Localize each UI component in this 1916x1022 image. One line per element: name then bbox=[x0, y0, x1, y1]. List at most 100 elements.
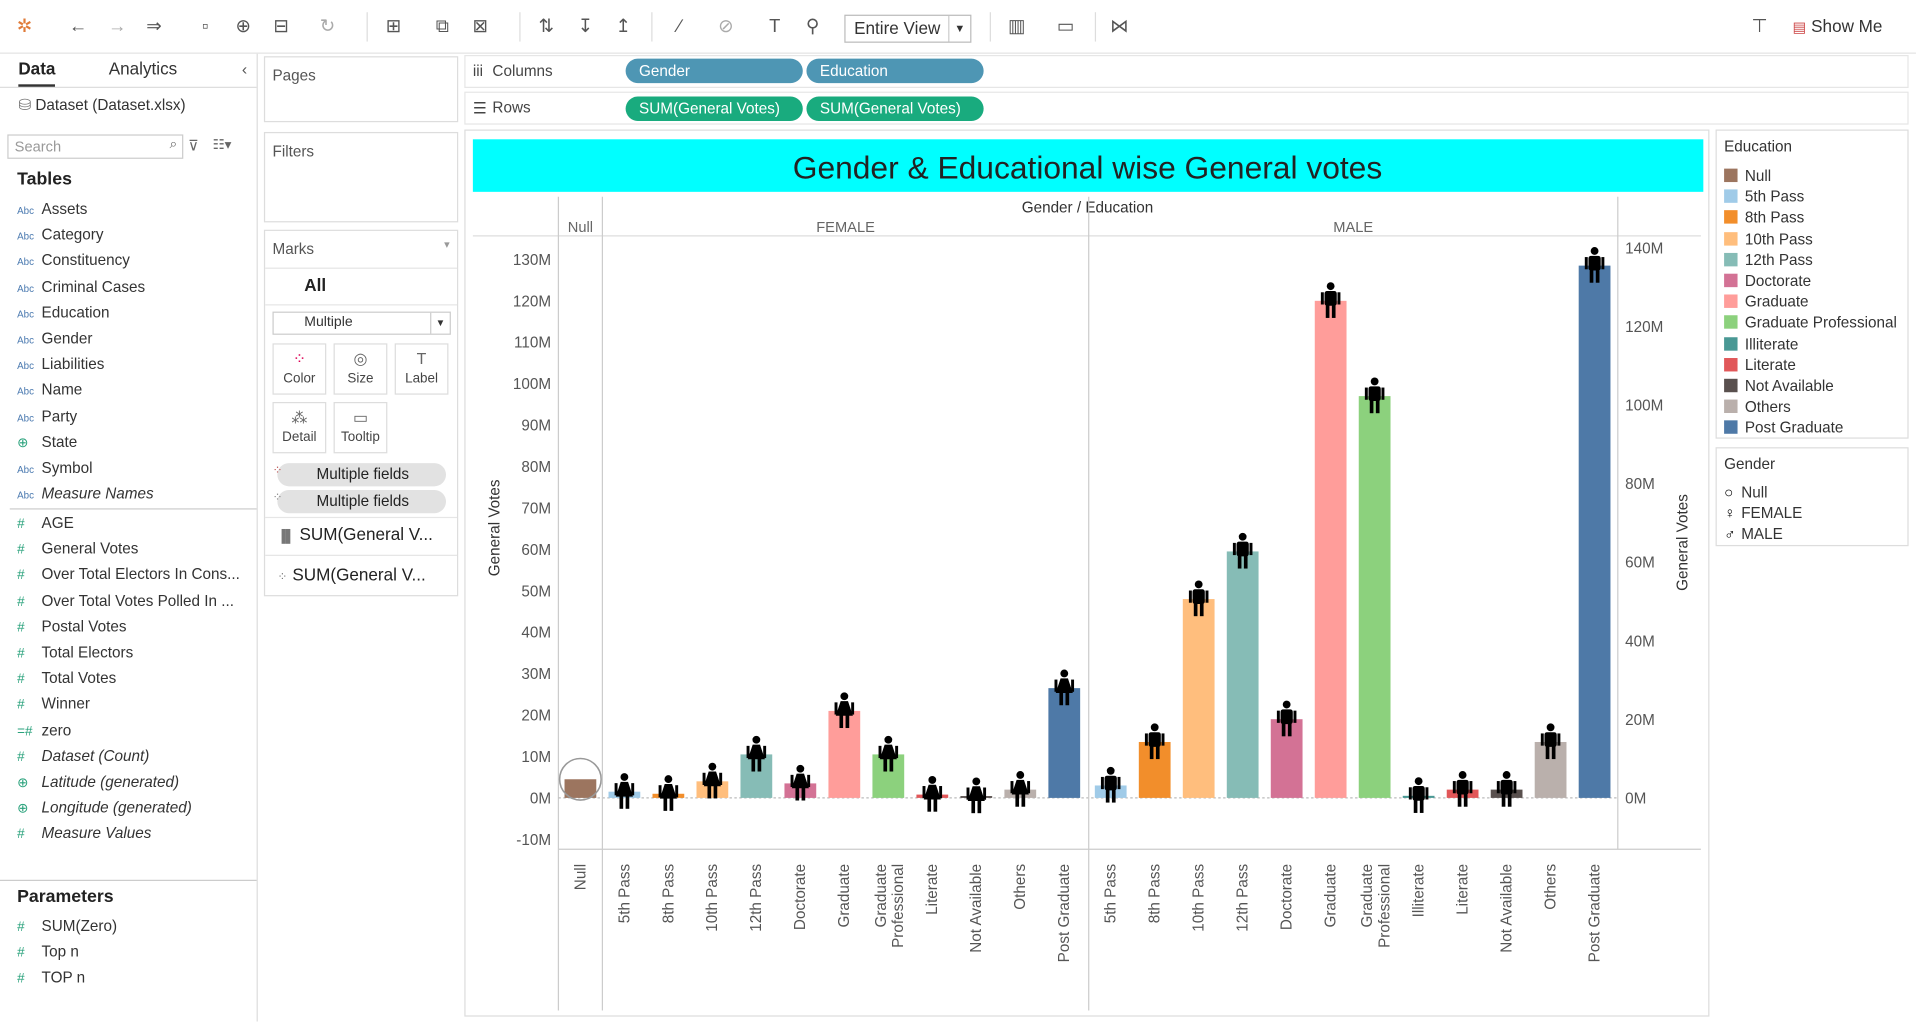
tableau-logo-icon[interactable]: ✲ bbox=[16, 15, 33, 37]
field-state[interactable]: ⊕ State bbox=[17, 430, 77, 454]
legend-item-male[interactable]: ♂ MALE bbox=[1724, 525, 1783, 546]
tab-analytics[interactable]: Analytics bbox=[108, 58, 178, 79]
legend-item-null[interactable]: ○ Null bbox=[1724, 483, 1767, 504]
replay-icon[interactable]: ⇒ bbox=[146, 15, 162, 37]
legend-item-10th-pass[interactable]: 10th Pass bbox=[1724, 229, 1813, 250]
row-pill-general-votes[interactable]: SUM(General Votes) bbox=[625, 96, 803, 121]
new-worksheet-icon[interactable]: ⊞ bbox=[385, 15, 402, 37]
bar-female-graduate[interactable] bbox=[828, 710, 861, 798]
search-field[interactable]: Search ⌕ bbox=[7, 134, 184, 159]
format-painter-icon[interactable]: ⊤ bbox=[1751, 15, 1768, 37]
row-pill-general-votes[interactable]: SUM(General Votes) bbox=[806, 96, 984, 121]
tooltip-button[interactable]: ▭ Tooltip bbox=[333, 402, 388, 454]
presentation-icon[interactable]: ▭ bbox=[1056, 15, 1075, 37]
highlight-icon[interactable]: ∕ bbox=[677, 15, 681, 37]
marks-sub-card[interactable]: ▐▌ SUM(General V... bbox=[277, 524, 433, 544]
pages-shelf[interactable]: Pages bbox=[263, 56, 459, 123]
field-dataset-count[interactable]: # Dataset (Count) bbox=[17, 744, 149, 768]
legend-item-not-available[interactable]: Not Available bbox=[1724, 376, 1834, 397]
view-options-icon[interactable]: ☷▾ bbox=[212, 138, 232, 153]
undo-icon[interactable]: ← bbox=[69, 15, 88, 37]
field-winner[interactable]: # Winner bbox=[17, 692, 90, 716]
fit-select[interactable]: Entire View ▼ bbox=[844, 14, 972, 43]
sort-descending-icon[interactable]: ↥ bbox=[615, 15, 631, 37]
field-liabilities[interactable]: Abc Liabilities bbox=[17, 352, 104, 376]
pause-updates-icon[interactable]: ⊟ bbox=[273, 15, 289, 37]
bar-null-null[interactable] bbox=[564, 779, 597, 798]
field-constituency[interactable]: Abc Constituency bbox=[17, 249, 130, 273]
bar-female-post-graduate[interactable] bbox=[1048, 688, 1081, 798]
field-criminal-cases[interactable]: Abc Criminal Cases bbox=[17, 274, 145, 298]
field-party[interactable]: Abc Party bbox=[17, 404, 77, 428]
legend-item-5th-pass[interactable]: 5th Pass bbox=[1724, 187, 1804, 208]
labels-icon[interactable]: T bbox=[769, 15, 781, 37]
filter-icon[interactable]: ⊽ bbox=[188, 136, 199, 154]
bar-female-12th-pass[interactable] bbox=[740, 754, 773, 798]
duplicate-icon[interactable]: ⧉ bbox=[435, 15, 449, 37]
clear-sheet-icon[interactable]: ⊠ bbox=[472, 15, 488, 37]
bar-male-12th-pass[interactable] bbox=[1226, 551, 1259, 798]
bar-male-others[interactable] bbox=[1534, 741, 1567, 798]
bar-male-graduate-professional[interactable] bbox=[1358, 396, 1391, 798]
legend-item-others[interactable]: Others bbox=[1724, 397, 1791, 418]
legend-item-8th-pass[interactable]: 8th Pass bbox=[1724, 208, 1804, 229]
legend-item-graduate-professional[interactable]: Graduate Professional bbox=[1724, 313, 1897, 334]
marks-sub-card[interactable]: ⁘ SUM(General V... bbox=[277, 565, 425, 585]
legend-item-post-graduate[interactable]: Post Graduate bbox=[1724, 418, 1843, 439]
color-button[interactable]: ⁘ Color bbox=[272, 343, 327, 395]
legend-item-illiterate[interactable]: Illiterate bbox=[1724, 334, 1798, 355]
legend-item-female[interactable]: ♀ FEMALE bbox=[1724, 504, 1802, 525]
parameter-top-n[interactable]: # TOP n bbox=[17, 966, 85, 990]
field-latitude-generated[interactable]: ⊕ Latitude (generated) bbox=[17, 770, 179, 794]
field-total-electors[interactable]: # Total Electors bbox=[17, 640, 133, 664]
marks-field-pill[interactable]: ⁘ Multiple fields bbox=[272, 463, 446, 487]
redo-icon[interactable]: → bbox=[108, 15, 127, 37]
field-over-total-votes-polled-in[interactable]: # Over Total Votes Polled In ... bbox=[17, 588, 234, 612]
field-postal-votes[interactable]: # Postal Votes bbox=[17, 614, 126, 638]
tab-data[interactable]: Data bbox=[18, 59, 56, 87]
bar-male-post-graduate[interactable] bbox=[1578, 265, 1611, 798]
field-category[interactable]: Abc Category bbox=[17, 223, 103, 247]
field-measure-names[interactable]: Abc Measure Names bbox=[17, 482, 153, 506]
marks-field-pill[interactable]: ⁘ Multiple fields bbox=[272, 489, 446, 514]
legend-item-12th-pass[interactable]: 12th Pass bbox=[1724, 250, 1813, 271]
size-button[interactable]: ◎ Size bbox=[333, 343, 388, 395]
legend-item-null[interactable]: Null bbox=[1724, 166, 1771, 187]
rows-shelf[interactable]: ☰ Rows SUM(General Votes) SUM(General Vo… bbox=[464, 91, 1909, 125]
share-icon[interactable]: ⋈ bbox=[1110, 15, 1129, 37]
field-longitude-generated[interactable]: ⊕ Longitude (generated) bbox=[17, 796, 192, 820]
field-education[interactable]: Abc Education bbox=[17, 300, 109, 324]
sort-ascending-icon[interactable]: ↧ bbox=[577, 15, 593, 37]
field-age[interactable]: # AGE bbox=[17, 511, 74, 535]
datasource-item[interactable]: ⛁ Dataset (Dataset.xlsx) bbox=[18, 95, 185, 114]
field-zero[interactable]: =# zero bbox=[17, 718, 71, 742]
field-total-votes[interactable]: # Total Votes bbox=[17, 666, 116, 690]
bar-male-graduate[interactable] bbox=[1314, 300, 1347, 798]
marks-all-tab[interactable]: All bbox=[304, 274, 327, 295]
bar-female-graduate-professional[interactable] bbox=[872, 754, 905, 798]
legend-item-doctorate[interactable]: Doctorate bbox=[1724, 271, 1811, 292]
column-pill-gender[interactable]: Gender bbox=[625, 58, 803, 84]
filters-shelf[interactable]: Filters bbox=[263, 131, 459, 223]
column-pill-education[interactable]: Education bbox=[806, 58, 984, 84]
field-gender[interactable]: Abc Gender bbox=[17, 326, 92, 350]
new-datasource-icon[interactable]: ⊕ bbox=[235, 15, 251, 37]
parameter-top-n[interactable]: # Top n bbox=[17, 940, 79, 964]
show-me-button[interactable]: ▤ Show Me bbox=[1793, 16, 1883, 36]
label-button[interactable]: T Label bbox=[394, 343, 449, 395]
swap-icon[interactable]: ⇅ bbox=[538, 15, 554, 37]
parameter-sum-zero[interactable]: # SUM(Zero) bbox=[17, 914, 117, 938]
field-symbol[interactable]: Abc Symbol bbox=[17, 456, 92, 480]
save-icon[interactable]: ▫ bbox=[202, 15, 209, 37]
collapse-icon[interactable]: ‹ bbox=[241, 59, 248, 79]
refresh-icon[interactable]: ↻ bbox=[319, 15, 336, 37]
group-icon[interactable]: ⊘ bbox=[718, 15, 734, 37]
field-over-total-electors-in-cons[interactable]: # Over Total Electors In Cons... bbox=[17, 563, 240, 587]
field-name[interactable]: Abc Name bbox=[17, 378, 82, 402]
legend-item-graduate[interactable]: Graduate bbox=[1724, 292, 1809, 313]
marks-menu-icon[interactable]: ▾ bbox=[444, 238, 450, 251]
bar-male-10th-pass[interactable] bbox=[1182, 599, 1215, 798]
bar-male-8th-pass[interactable] bbox=[1138, 741, 1171, 798]
field-assets[interactable]: Abc Assets bbox=[17, 197, 87, 221]
pin-icon[interactable]: ⚲ bbox=[805, 15, 820, 37]
